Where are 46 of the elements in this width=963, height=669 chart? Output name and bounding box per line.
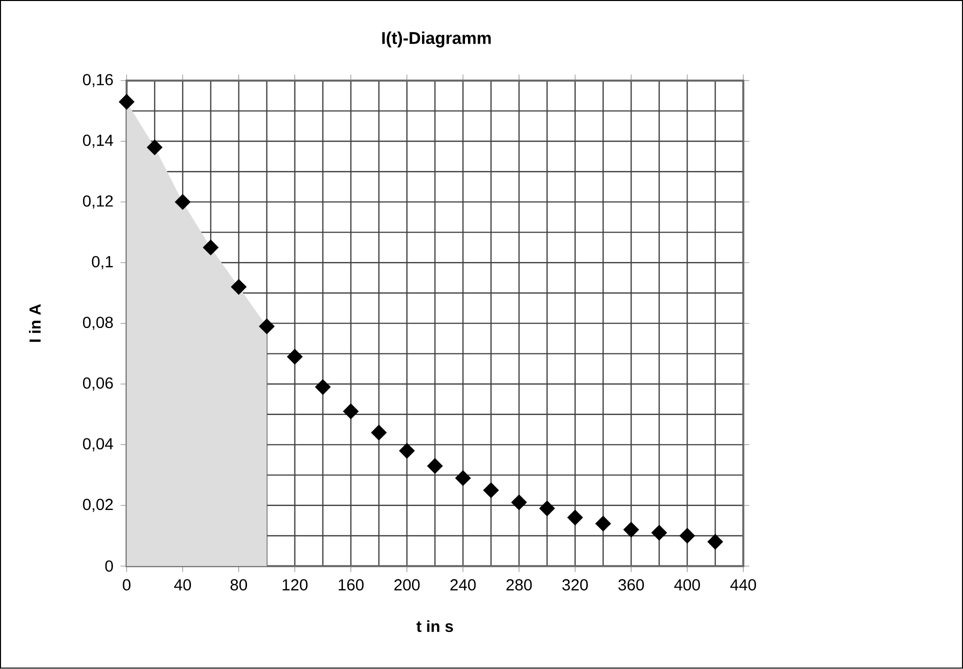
x-tick-label: 120 (282, 579, 308, 591)
point (455, 470, 471, 486)
y-tick-label: 0,16 (83, 74, 113, 88)
point (146, 140, 162, 156)
point (651, 525, 667, 541)
point (707, 534, 724, 550)
x-tick-label: 360 (618, 579, 644, 591)
point (595, 516, 611, 532)
x-tick-label: 440 (730, 579, 756, 591)
y-tick-label: 0,08 (83, 316, 113, 330)
y-tick-label: 0 (105, 560, 113, 572)
x-tick-label: 80 (230, 579, 248, 591)
x-tick-label: 40 (174, 579, 191, 591)
x-tick-label: 200 (394, 579, 420, 591)
x-tick-label: 160 (338, 579, 364, 591)
point (202, 240, 218, 256)
point (230, 279, 247, 295)
x-tick-label: 240 (450, 579, 476, 591)
point (174, 194, 190, 210)
x-axis-title: t in s (416, 620, 453, 632)
point (118, 94, 134, 110)
point (483, 482, 499, 498)
x-tick-label: 400 (674, 579, 700, 591)
point (539, 500, 555, 516)
point (679, 528, 695, 544)
y-tick-label: 0,1 (92, 256, 113, 270)
point (427, 458, 443, 474)
y-tick-label: 0,14 (83, 134, 114, 148)
point (399, 443, 415, 459)
x-tick-label: 0 (122, 579, 130, 591)
point (259, 318, 275, 334)
point (567, 510, 583, 526)
y-tick-label: 0,04 (83, 438, 114, 452)
y-tick-label: 0,02 (83, 498, 113, 512)
y-axis-title: I in A (28, 304, 41, 342)
point (623, 522, 639, 538)
point (511, 494, 527, 510)
point (343, 404, 359, 420)
point (287, 349, 303, 365)
chart-title: I(t)-Diagramm (382, 32, 491, 48)
point (315, 379, 331, 395)
x-tick-label: 320 (562, 579, 588, 591)
y-tick-label: 0,12 (83, 195, 113, 209)
point (371, 424, 387, 440)
y-tick-label: 0,06 (83, 378, 113, 391)
x-tick-label: 280 (506, 579, 532, 591)
